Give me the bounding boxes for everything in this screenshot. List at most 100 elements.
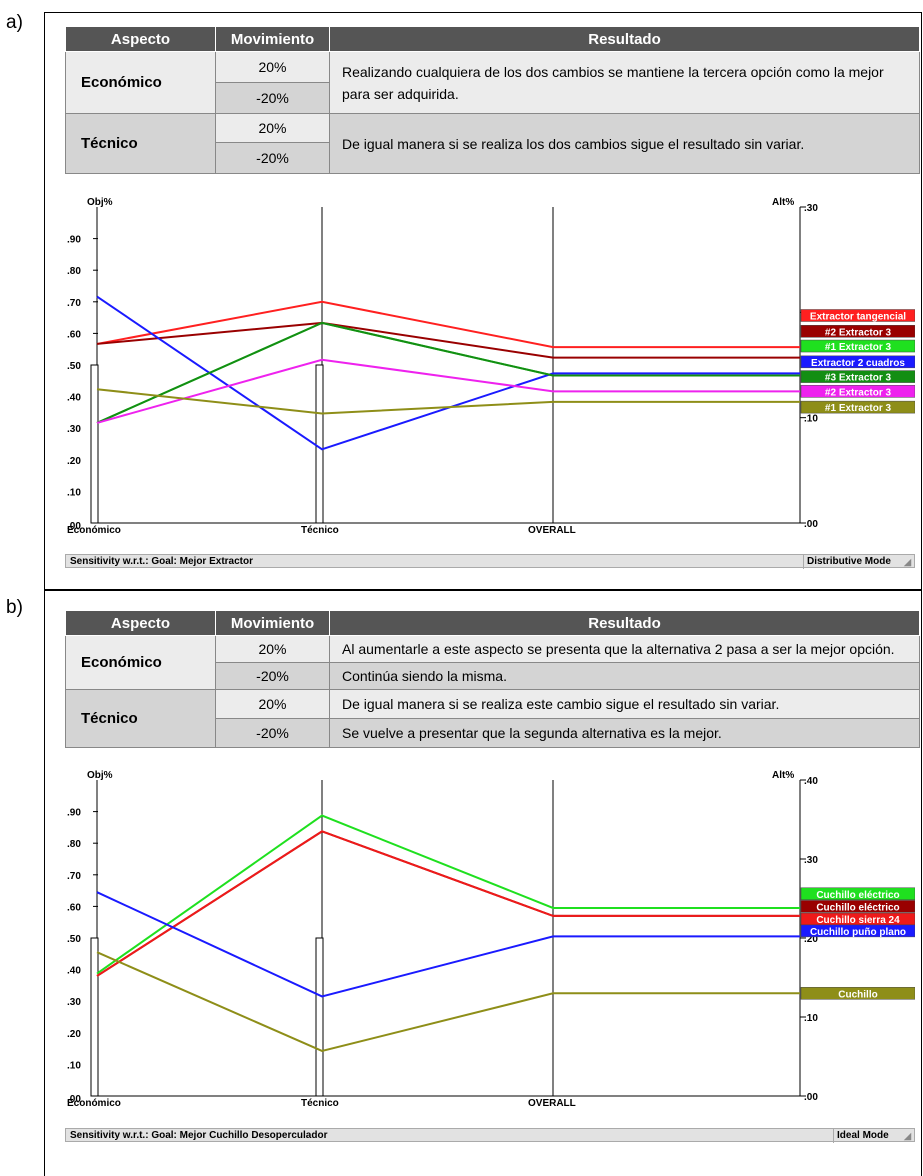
resultado-economico: Realizando cualquiera de los dos cambios…: [329, 51, 920, 114]
legend-label-1-extractor-3: #1 Extractor 3: [825, 403, 892, 414]
y-left-tick-label: .00: [67, 521, 81, 532]
series-line-cuchillo: [96, 951, 800, 1053]
y-right-tick-label: .00: [804, 1092, 818, 1103]
status-bar-b: Sensitivity w.r.t.: Goal: Mejor Cuchillo…: [65, 1128, 915, 1143]
legend-label-cuchillo-el-ctrico: Cuchillo eléctrico: [816, 902, 899, 913]
status-mode-b[interactable]: Ideal Mode: [833, 1129, 889, 1143]
legend-swatch-cuchillo-pu-o-plano: [800, 924, 915, 938]
y-left-tick-label: .00: [67, 1094, 81, 1105]
series-line-3-extractor-3: [96, 321, 800, 424]
y-left-tick-label: .50: [67, 934, 81, 945]
legend-swatch-1-extractor-3: [800, 400, 915, 414]
resize-grip-icon[interactable]: ◢: [904, 557, 911, 567]
resultado-economico-plus: Al aumentarle a este aspecto se presenta…: [329, 635, 920, 663]
legend-label-extractor-tangencial: Extractor tangencial: [810, 311, 906, 322]
legend-swatch-extractor-2-cuadros: [800, 355, 915, 369]
legend-label-2-extractor-3: #2 Extractor 3: [825, 327, 892, 338]
legend-label-cuchillo-el-ctrico: Cuchillo eléctrico: [816, 890, 899, 901]
y-left-tick-label: .10: [67, 487, 81, 498]
mov-economico-minus: -20%: [215, 82, 330, 114]
panel-b: Aspecto Movimiento Resultado Económico 2…: [44, 590, 922, 1176]
mov-tecnico-minus: -20%: [215, 718, 330, 748]
legend-label-cuchillo: Cuchillo: [838, 989, 877, 1000]
mov-economico-plus: 20%: [215, 635, 330, 663]
y-left-tick-label: .70: [67, 871, 81, 882]
series-line-cuchillo-sierra-24: [96, 830, 800, 977]
resize-grip-icon[interactable]: ◢: [904, 1131, 911, 1141]
sensitivity-chart-b: Obj% Alt% .00 .10 .20 .30 .40 .50 .60 .70 .80 .90 .0…: [67, 770, 915, 1109]
aspecto-tecnico: Técnico: [65, 689, 216, 748]
x-tick-label-econ-mico: Económico: [67, 1098, 121, 1109]
y-left-tick-label: .70: [67, 298, 81, 309]
sensitivity-chart-a: Obj% Alt% .00 .10 .20 .30 .40 .50 .60 .70 .80 .90 .0…: [67, 197, 915, 536]
y-left-tick-label: .60: [67, 329, 81, 340]
status-goal-a: Sensitivity w.r.t.: Goal: Mejor Extracto…: [70, 556, 254, 567]
x-tick-label-econ-mico: Económico: [67, 525, 121, 536]
y-left-tick-label: .20: [67, 1029, 81, 1040]
legend-swatch-cuchillo: [800, 987, 915, 1000]
legend-swatch-2-extractor-3: [800, 385, 915, 398]
mov-tecnico-plus: 20%: [215, 689, 330, 719]
series-line-2-extractor-3: [96, 358, 800, 424]
y-left-tick-label: .20: [67, 456, 81, 467]
panel-label-b: b): [6, 597, 23, 618]
status-bar-a: Sensitivity w.r.t.: Goal: Mejor Extracto…: [65, 554, 915, 569]
y-left-tick-label: .30: [67, 424, 81, 435]
y-left-axis-label: Obj%: [87, 197, 113, 208]
resultado-tecnico-minus: Se vuelve a presentar que la segunda alt…: [329, 718, 920, 748]
series-line-extractor-2-cuadros: [96, 295, 800, 451]
mov-tecnico-plus: 20%: [215, 113, 330, 143]
legend-swatch-3-extractor-3: [800, 370, 915, 383]
status-mode-a[interactable]: Distributive Mode: [803, 555, 891, 569]
y-left-tick-label: .40: [67, 966, 81, 977]
y-left-tick-label: .30: [67, 997, 81, 1008]
y-left-tick-label: .80: [67, 839, 81, 850]
y-right-tick-label: .10: [804, 1013, 818, 1024]
aspecto-economico: Económico: [65, 635, 216, 690]
y-right-tick-label: .20: [804, 934, 818, 945]
x-tick-label-overall: OVERALL: [528, 525, 576, 536]
y-left-axis-label: Obj%: [87, 770, 113, 781]
legend-swatch-1-extractor-3: [800, 339, 915, 353]
series-line-cuchillo-el-ctrico: [96, 830, 800, 977]
legend-swatch-cuchillo-el-ctrico: [800, 900, 915, 913]
mov-economico-minus: -20%: [215, 662, 330, 690]
y-left-tick-label: .90: [67, 235, 81, 246]
y-right-axis-label: Alt%: [772, 770, 794, 781]
header-resultado: Resultado: [329, 610, 920, 636]
header-resultado: Resultado: [329, 26, 920, 52]
y-left-tick-label: .50: [67, 361, 81, 372]
panel-label-a: a): [6, 12, 23, 33]
legend-swatch-2-extractor-3: [800, 325, 915, 338]
aspecto-economico: Económico: [65, 51, 216, 114]
y-left-tick-label: .10: [67, 1060, 81, 1071]
header-movimiento: Movimiento: [215, 610, 330, 636]
objective-weight-bar-econ-mico: [90, 937, 99, 1097]
y-right-tick-label: .00: [804, 519, 818, 530]
x-tick-label-t-cnico: Técnico: [301, 1098, 339, 1109]
y-left-tick-label: .80: [67, 266, 81, 277]
y-right-axis-label: Alt%: [772, 197, 794, 208]
y-left-tick-label: .40: [67, 393, 81, 404]
x-tick-label-t-cnico: Técnico: [301, 525, 339, 536]
legend-label-cuchillo-pu-o-plano: Cuchillo puño plano: [810, 927, 906, 938]
legend-label-2-extractor-3: #2 Extractor 3: [825, 387, 892, 398]
header-movimiento: Movimiento: [215, 26, 330, 52]
header-aspecto: Aspecto: [65, 26, 216, 52]
legend-swatch-extractor-tangencial: [800, 309, 915, 322]
legend-label-extractor-2-cuadros: Extractor 2 cuadros: [811, 358, 905, 369]
y-left-tick-label: .60: [67, 902, 81, 913]
series-line-extractor-tangencial: [96, 300, 800, 349]
mov-tecnico-minus: -20%: [215, 142, 330, 174]
resultado-tecnico: De igual manera si se realiza los dos ca…: [329, 113, 920, 174]
results-table-b: Aspecto Movimiento Resultado Económico 2…: [65, 610, 920, 748]
legend-label-3-extractor-3: #3 Extractor 3: [825, 373, 892, 384]
series-line-2-extractor-3: [96, 321, 800, 359]
x-tick-label-overall: OVERALL: [528, 1098, 576, 1109]
y-left-tick-label: .90: [67, 808, 81, 819]
mov-economico-plus: 20%: [215, 51, 330, 83]
y-right-tick-label: .30: [804, 203, 818, 214]
y-right-tick-label: .10: [804, 414, 818, 425]
y-right-tick-label: .30: [804, 855, 818, 866]
series-line-1-extractor-3: [96, 388, 800, 415]
